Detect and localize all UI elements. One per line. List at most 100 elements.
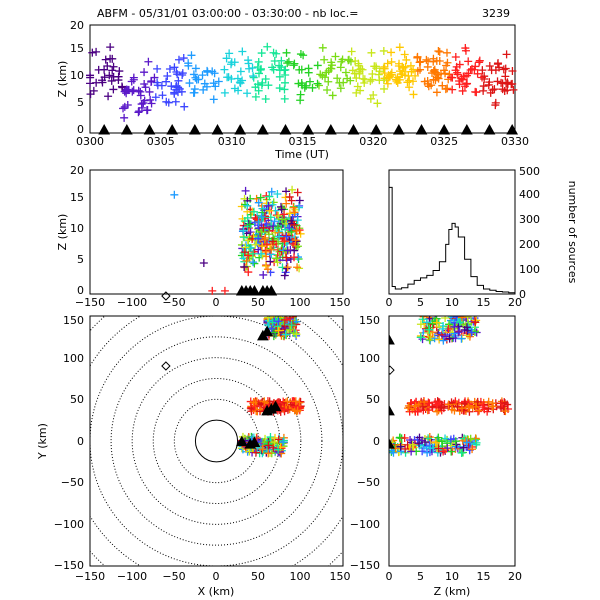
source-point [500, 399, 509, 408]
range-ring [90, 316, 343, 566]
reference-diamond [389, 365, 395, 375]
source-point [109, 85, 118, 94]
station-triangle [120, 123, 133, 135]
time-height-marks [86, 42, 518, 122]
source-point [328, 91, 337, 100]
station-triangle [370, 123, 383, 135]
source-point [466, 434, 475, 443]
source-point [443, 84, 452, 93]
source-point [282, 232, 291, 241]
source-point [240, 248, 249, 257]
source-point [387, 57, 396, 66]
source-point [358, 65, 367, 74]
y-axis-label: Z (km) [56, 61, 69, 98]
source-point [425, 433, 434, 442]
station-triangle [98, 123, 111, 135]
source-point [284, 57, 293, 66]
source-point [280, 78, 289, 87]
source-point [295, 196, 304, 205]
source-point [266, 213, 275, 222]
source-point [285, 223, 294, 232]
source-point [290, 208, 299, 217]
source-point [224, 73, 233, 82]
source-point [280, 237, 289, 246]
source-point [268, 200, 277, 209]
source-point [185, 79, 194, 88]
source-point [308, 83, 317, 92]
ytick-label: 0 [77, 435, 84, 448]
source-point [279, 436, 288, 445]
source-point [472, 438, 481, 447]
source-point [435, 335, 444, 344]
source-count: 3239 [482, 7, 510, 20]
source-point [272, 254, 281, 263]
source-point [135, 107, 144, 116]
source-point [290, 220, 299, 229]
source-point [292, 330, 301, 339]
source-point [249, 207, 258, 216]
source-point [273, 222, 282, 231]
source-point [214, 77, 223, 86]
xtick-label: 0325 [430, 135, 458, 148]
source-point [493, 77, 502, 86]
source-point [489, 402, 498, 411]
source-point [256, 193, 265, 202]
source-point [368, 75, 377, 84]
source-point [374, 70, 383, 79]
source-point [274, 211, 283, 220]
source-point [438, 81, 447, 90]
source-point [493, 60, 502, 69]
station-triangle [279, 123, 292, 135]
source-point [261, 247, 270, 256]
source-point [248, 249, 257, 258]
source-point [347, 47, 356, 56]
source-point [292, 237, 301, 246]
source-point [277, 205, 286, 214]
source-point [254, 218, 263, 227]
source-point [396, 442, 405, 451]
ytick-label: 400 [519, 188, 540, 201]
source-point [249, 73, 258, 82]
range-ring [110, 336, 323, 546]
source-point [507, 80, 516, 89]
source-point [503, 78, 512, 87]
source-point [454, 328, 463, 337]
source-point [353, 82, 362, 91]
source-point [257, 212, 266, 221]
source-point [443, 326, 452, 335]
source-point [373, 99, 382, 108]
source-point [268, 318, 277, 327]
source-point [462, 323, 471, 332]
source-point [451, 437, 460, 446]
source-point [499, 65, 508, 74]
x-axis-label: Z (km) [434, 585, 471, 598]
source-point [455, 318, 464, 327]
source-point [177, 87, 186, 96]
source-point [503, 86, 512, 95]
xtick-label: 20 [508, 296, 522, 309]
source-point [402, 55, 411, 64]
source-point [336, 84, 345, 93]
source-point [264, 201, 273, 210]
source-point [270, 438, 279, 447]
source-point [352, 88, 361, 97]
source-point [274, 317, 283, 326]
xtick-label: 0310 [218, 135, 246, 148]
source-point [172, 68, 181, 77]
xtick-label: 0320 [359, 135, 387, 148]
height-y-marks [389, 316, 513, 457]
source-point [296, 90, 305, 99]
source-point [472, 316, 481, 325]
source-point [400, 433, 409, 442]
source-point [266, 257, 275, 266]
ytick-label: 20 [70, 19, 84, 32]
source-point [267, 245, 276, 254]
source-point [172, 81, 181, 90]
ytick-label: −150 [54, 559, 84, 572]
source-point [290, 59, 299, 68]
source-point [163, 71, 172, 80]
source-point [438, 324, 447, 333]
source-point [119, 104, 128, 113]
source-point [471, 318, 480, 327]
source-point [461, 437, 470, 446]
